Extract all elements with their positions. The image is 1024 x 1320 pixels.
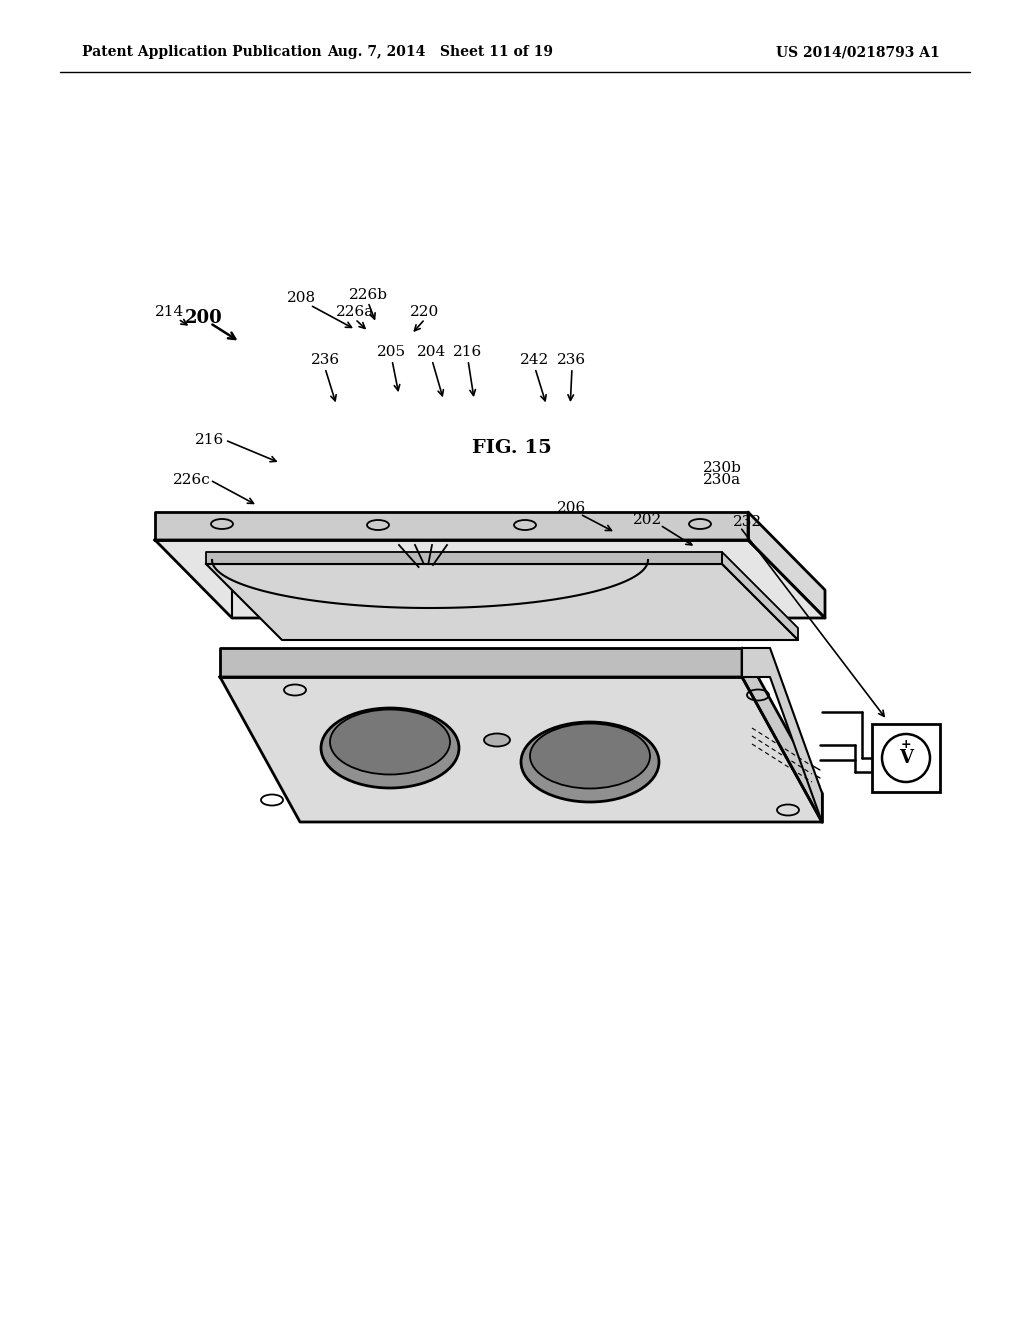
Text: FIG. 15: FIG. 15 <box>472 440 552 457</box>
Ellipse shape <box>330 710 450 775</box>
Text: 220: 220 <box>411 305 439 319</box>
Text: 230a: 230a <box>702 473 741 487</box>
Polygon shape <box>155 540 825 618</box>
Text: 236: 236 <box>310 352 340 367</box>
Text: +: + <box>901 738 911 751</box>
Polygon shape <box>722 552 798 640</box>
Polygon shape <box>748 512 825 618</box>
Polygon shape <box>206 552 722 564</box>
Text: 230b: 230b <box>702 461 741 475</box>
Text: 214: 214 <box>156 305 184 319</box>
Polygon shape <box>742 648 822 822</box>
Text: Patent Application Publication: Patent Application Publication <box>82 45 322 59</box>
Text: V: V <box>899 748 913 767</box>
Text: 226b: 226b <box>348 288 387 302</box>
Polygon shape <box>220 648 742 677</box>
Text: 226c: 226c <box>173 473 211 487</box>
Text: 204: 204 <box>418 345 446 359</box>
Text: 216: 216 <box>196 433 224 447</box>
Text: 206: 206 <box>557 502 587 515</box>
Ellipse shape <box>321 708 459 788</box>
Polygon shape <box>220 677 822 822</box>
Text: US 2014/0218793 A1: US 2014/0218793 A1 <box>776 45 940 59</box>
Ellipse shape <box>530 723 650 788</box>
Text: 200: 200 <box>185 309 223 327</box>
Text: 202: 202 <box>634 513 663 527</box>
Polygon shape <box>742 648 822 822</box>
Ellipse shape <box>521 722 659 803</box>
Text: 226a: 226a <box>336 305 374 319</box>
Text: 232: 232 <box>733 515 763 529</box>
Text: 242: 242 <box>520 352 550 367</box>
Text: 216: 216 <box>454 345 482 359</box>
Text: Aug. 7, 2014   Sheet 11 of 19: Aug. 7, 2014 Sheet 11 of 19 <box>327 45 553 59</box>
Polygon shape <box>155 512 748 540</box>
Text: 205: 205 <box>378 345 407 359</box>
Bar <box>872 723 940 792</box>
Text: 208: 208 <box>288 290 316 305</box>
Ellipse shape <box>484 734 510 747</box>
Polygon shape <box>206 564 798 640</box>
Text: 236: 236 <box>557 352 587 367</box>
